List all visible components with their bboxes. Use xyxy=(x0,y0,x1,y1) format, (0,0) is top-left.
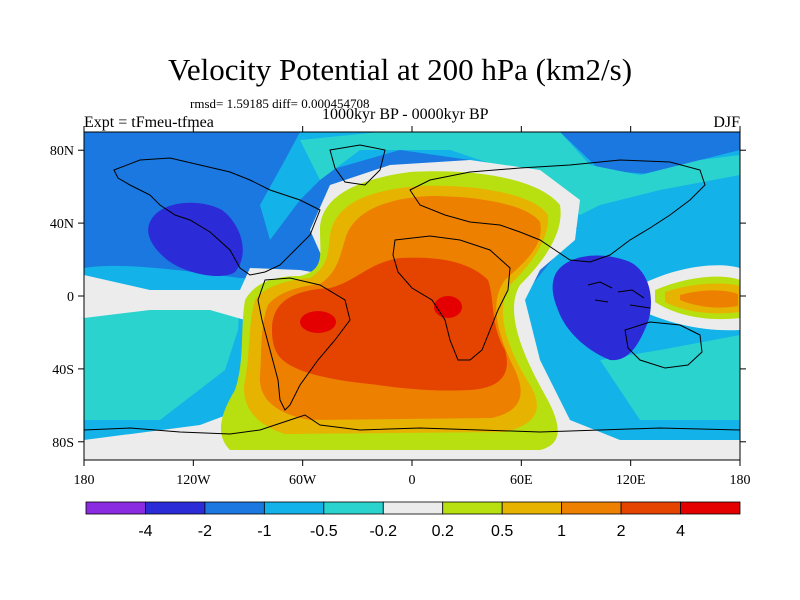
colorbar-swatch xyxy=(204,501,265,515)
y-tick-label: 80S xyxy=(52,436,74,451)
x-tick-label: 180 xyxy=(74,473,95,488)
colorbar-level-label: -0.5 xyxy=(310,523,338,540)
contour-fill-2-to-4 xyxy=(272,257,507,391)
colorbar-level-label: -2 xyxy=(198,523,212,540)
colorbar-swatch xyxy=(85,501,146,515)
colorbar: -4 -2 -1 -0.5 -0.2 0.2 0.5 1 2 4 xyxy=(85,501,741,540)
colorbar-swatch xyxy=(501,501,563,515)
figure-title: Velocity Potential at 200 hPa (km2/s) xyxy=(167,52,633,87)
colorbar-level-label: 1 xyxy=(557,523,566,540)
colorbar-swatch xyxy=(561,501,622,515)
colorbar-level-label: -4 xyxy=(138,523,152,540)
coast-antarctica xyxy=(84,414,740,435)
x-tick-label: 0 xyxy=(409,473,416,488)
coast-islands-indonesia xyxy=(587,281,651,309)
coast-greenland xyxy=(329,144,386,186)
colorbar-level-label: 2 xyxy=(617,523,626,540)
colorbar-swatch xyxy=(323,501,384,515)
period-label: 1000kyr BP - 0000kyr BP xyxy=(322,106,489,123)
contour-fill-low-indo-pacific xyxy=(552,255,651,361)
x-tick-label: 120E xyxy=(616,473,646,488)
y-tick-label: 80N xyxy=(50,144,74,159)
contour-fill-teal-north xyxy=(300,132,740,215)
season-label: DJF xyxy=(713,114,740,131)
colorbar-swatch xyxy=(263,501,325,515)
coast-australia xyxy=(624,321,703,369)
y-tick-label: 40S xyxy=(52,363,74,378)
contour-map xyxy=(84,132,740,460)
colorbar-swatch xyxy=(382,501,444,515)
colorbar-swatch xyxy=(680,501,741,515)
colorbar-level-label: -1 xyxy=(257,523,271,540)
colorbar-level-label: 0.2 xyxy=(432,523,454,540)
max-center-south-america xyxy=(300,311,336,333)
coast-north-america xyxy=(113,157,321,276)
coast-eurasia xyxy=(409,159,706,263)
colorbar-level-label: 4 xyxy=(676,523,685,540)
y-tick-label: 40N xyxy=(50,217,74,232)
contour-fill-low-north-america xyxy=(148,202,243,277)
colorbar-swatch xyxy=(442,501,503,515)
coast-africa xyxy=(392,235,511,361)
coastlines xyxy=(84,144,740,435)
x-tick-label: 60E xyxy=(510,473,533,488)
contour-fill-light-blue-north xyxy=(260,132,740,240)
coast-south-america xyxy=(257,277,351,411)
colorbar-level-label: -0.2 xyxy=(369,523,397,540)
x-tick-label: 120W xyxy=(176,473,211,488)
max-center-africa xyxy=(434,296,462,318)
x-tick-label: 60W xyxy=(289,473,317,488)
contour-fill-1-to-2-east xyxy=(680,290,738,308)
contour-fill-teal xyxy=(84,293,240,420)
x-tick-label: 180 xyxy=(730,473,751,488)
colorbar-level-label: 0.5 xyxy=(491,523,513,540)
rmsd-diff-stats: rmsd= 1.59185 diff= 0.000454708 xyxy=(190,96,370,111)
contour-fill-teal-south-east xyxy=(600,335,740,420)
colorbar-swatch xyxy=(145,501,206,515)
experiment-label: Expt = tFmeu-tfmea xyxy=(84,114,214,131)
colorbar-swatch xyxy=(620,501,681,515)
y-tick-label: 0 xyxy=(67,290,74,305)
map-axes: 180 120W 60W 0 60E 120E 180 80N 40N 0 40S 80S xyxy=(50,126,751,488)
